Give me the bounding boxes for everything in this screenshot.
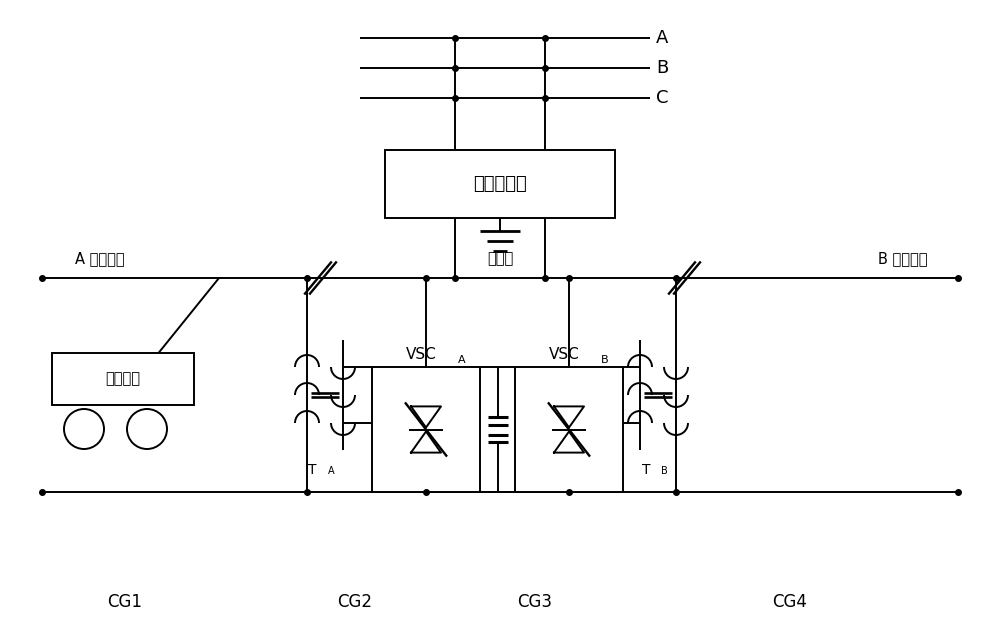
Text: 咕引变压器: 咕引变压器 (473, 175, 527, 193)
Bar (385, 150, 615, 218)
Text: B: B (601, 355, 609, 365)
Text: T: T (308, 463, 317, 477)
Circle shape (127, 409, 167, 449)
Text: A: A (328, 466, 335, 476)
Text: 中性段: 中性段 (487, 251, 513, 266)
Text: B: B (661, 466, 668, 476)
Text: VSC: VSC (406, 347, 436, 362)
Text: A: A (458, 355, 466, 365)
Text: B: B (656, 59, 668, 77)
Text: T: T (642, 463, 650, 477)
Text: A: A (656, 29, 668, 47)
Text: A 相供电臂: A 相供电臂 (75, 251, 125, 266)
Text: B 相供电臂: B 相供电臂 (878, 251, 928, 266)
Text: CG2: CG2 (338, 593, 372, 611)
Text: CG4: CG4 (773, 593, 807, 611)
Text: CG1: CG1 (108, 593, 143, 611)
Text: VSC: VSC (549, 347, 579, 362)
Bar (52, 353, 194, 405)
Text: C: C (656, 89, 668, 107)
Text: 电力机车: 电力机车 (106, 372, 140, 386)
Bar (515, 367, 623, 492)
Bar (372, 367, 480, 492)
Text: CG3: CG3 (518, 593, 552, 611)
Circle shape (64, 409, 104, 449)
